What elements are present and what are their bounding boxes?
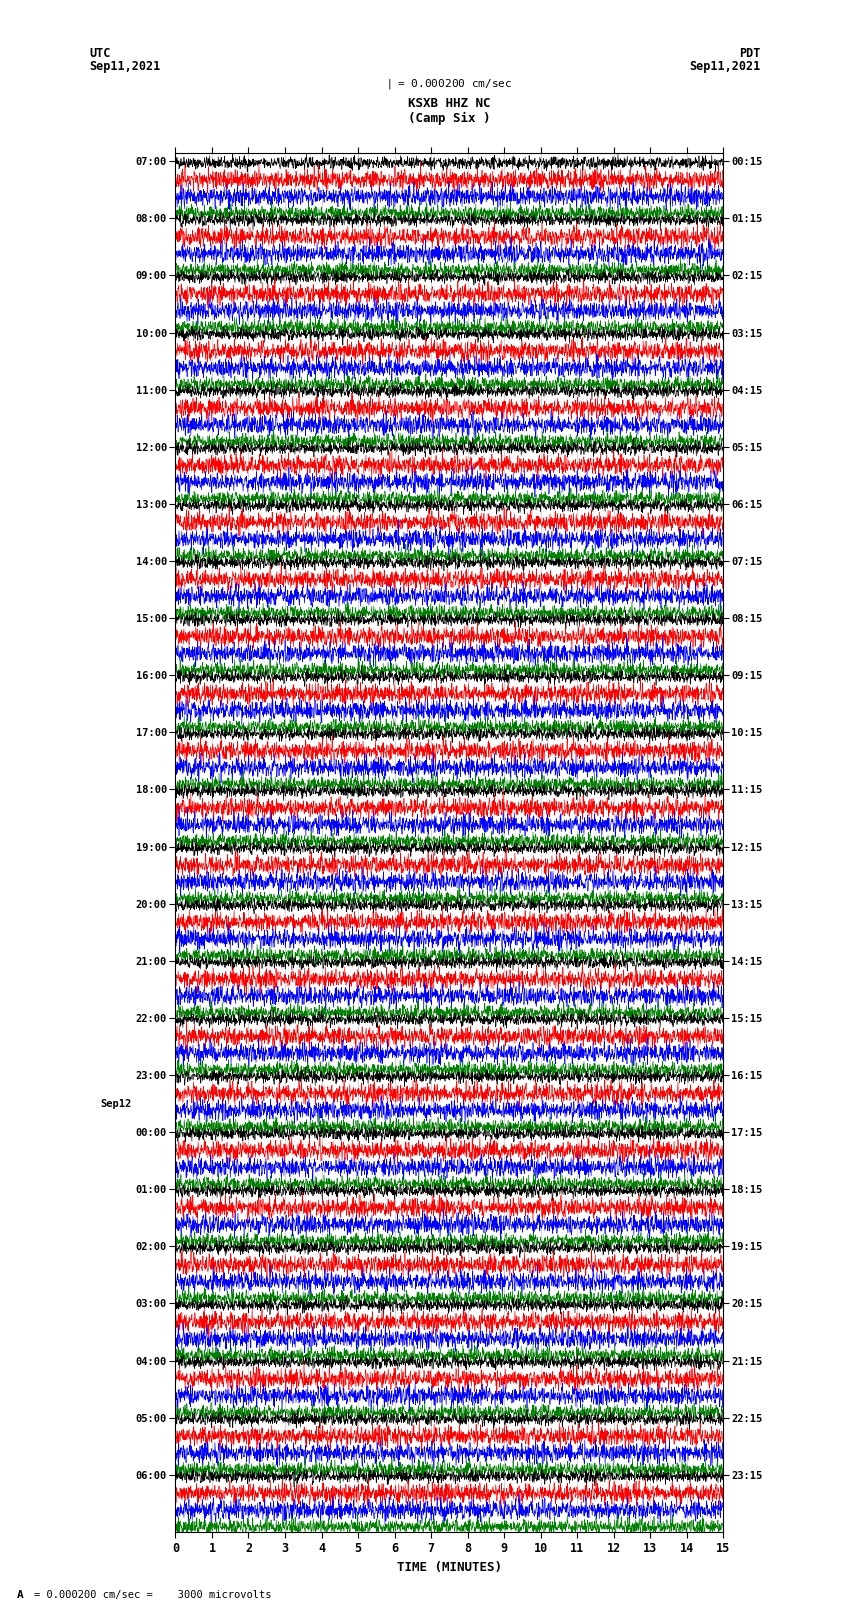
Text: $\mathsf{|}$ = 0.000200 cm/sec: $\mathsf{|}$ = 0.000200 cm/sec <box>387 76 512 90</box>
Text: Sep12: Sep12 <box>100 1098 132 1108</box>
Text: PDT: PDT <box>740 47 761 60</box>
Text: Sep11,2021: Sep11,2021 <box>89 60 161 73</box>
Title: KSXB HHZ NC
(Camp Six ): KSXB HHZ NC (Camp Six ) <box>408 97 490 126</box>
Text: = 0.000200 cm/sec =    3000 microvolts: = 0.000200 cm/sec = 3000 microvolts <box>34 1590 271 1600</box>
Text: Sep11,2021: Sep11,2021 <box>689 60 761 73</box>
X-axis label: TIME (MINUTES): TIME (MINUTES) <box>397 1561 502 1574</box>
Text: A: A <box>17 1590 24 1600</box>
Text: UTC: UTC <box>89 47 110 60</box>
